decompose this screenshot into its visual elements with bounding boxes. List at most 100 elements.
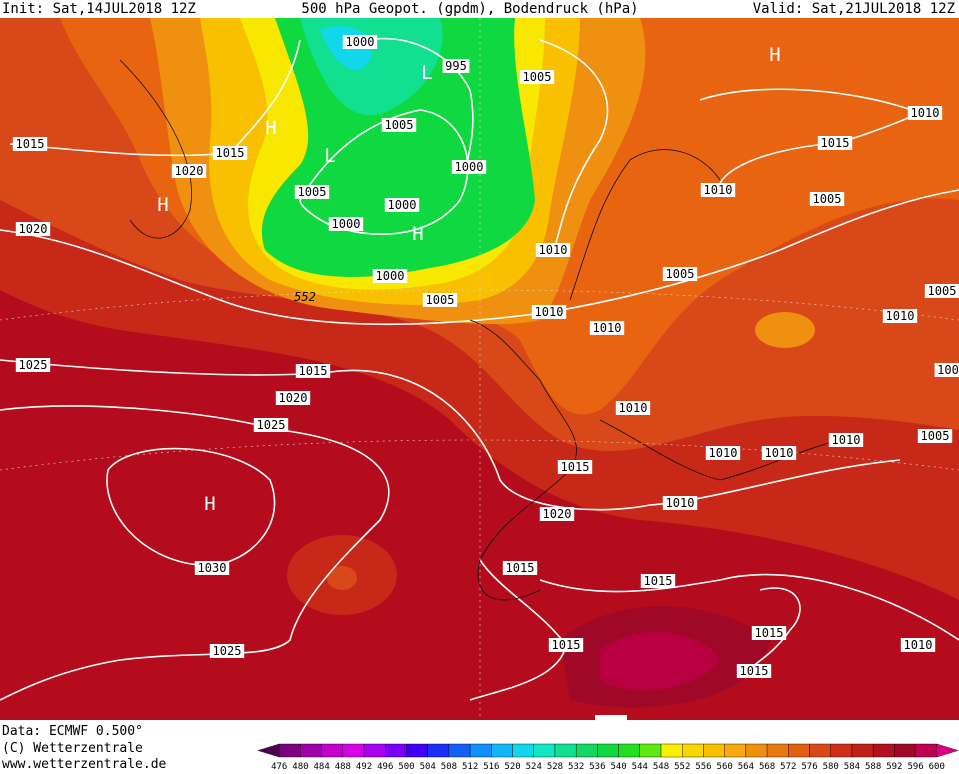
- isobar-label-box: [209, 644, 245, 658]
- isobar: [539, 573, 959, 641]
- colorbar-segment: [660, 743, 683, 758]
- colorbar-segment: [894, 743, 916, 758]
- isobar-label-box: [531, 305, 567, 319]
- isobar-label-box: [372, 269, 408, 283]
- isobar: [359, 37, 474, 168]
- lat-line: [0, 439, 959, 471]
- colorbar-label: 584: [844, 762, 860, 770]
- colorbar-segment: [830, 743, 853, 758]
- warm-spot-core: [327, 566, 357, 590]
- map-labels: 1000 995 1005 1005 1015 1020 1015 1000 1005 1000 1…: [12, 35, 959, 678]
- isobar-label-box: [275, 391, 311, 405]
- isobar-label-box: [934, 363, 959, 377]
- isobar: [0, 359, 901, 511]
- colorbar-segment: [554, 743, 577, 758]
- isobar-label-box: [907, 106, 943, 120]
- colorbar-label: 540: [610, 762, 626, 770]
- colorbar-segment: [872, 743, 895, 758]
- colorbar-label: 524: [526, 762, 542, 770]
- colorbar-segment: [406, 743, 428, 758]
- footer-data: Data: ECMWF 0.500°: [2, 724, 143, 739]
- isobar-label: 1005: [666, 267, 695, 281]
- colorbar-segment: [469, 743, 492, 758]
- colorbar-segment: [788, 743, 810, 758]
- map-area: 1000 995 1005 1005 1015 1020 1015 1000 1005 1000 1…: [0, 18, 959, 720]
- isobar: [106, 447, 276, 567]
- isobar-label: 1010: [704, 183, 733, 197]
- isobar-label: 1015: [821, 136, 850, 150]
- isobar-label-box: [15, 222, 51, 236]
- isobar-label: 1010: [904, 638, 933, 652]
- isobar-label-box: [809, 192, 845, 206]
- pressure-center: H: [769, 44, 780, 66]
- isobar-label-box: [900, 638, 936, 652]
- pressure-center: L: [421, 62, 432, 84]
- colorbar-label: 484: [314, 762, 330, 770]
- isobar-label-box: [828, 433, 864, 447]
- colorbar-label: 512: [462, 762, 478, 770]
- isobar-label: 1005: [813, 192, 842, 206]
- isobar-label: 1020: [175, 164, 204, 178]
- isobar-label-box: [924, 284, 959, 298]
- isobar-label-box: [451, 160, 487, 174]
- isobar-label: 1005: [523, 70, 552, 84]
- colorbar-label: 564: [738, 762, 754, 770]
- colorbar-segment: [936, 743, 959, 758]
- isobar-label: 1000: [455, 160, 484, 174]
- isobar-label: 100: [937, 363, 959, 377]
- isobar-label: 1005: [426, 293, 455, 307]
- isobar-label: 552: [294, 290, 316, 304]
- grid-dots: [0, 18, 959, 720]
- colorbar-label: 536: [589, 762, 605, 770]
- isobar-label: 1010: [539, 243, 568, 257]
- colorbar-segment: [597, 743, 619, 758]
- isobar-label-box: [589, 321, 625, 335]
- isobar-label-box: [442, 59, 470, 73]
- colorbar-label: 548: [653, 762, 669, 770]
- colorbar-label: 592: [886, 762, 902, 770]
- colorbar-segment: [363, 743, 386, 758]
- isobar-label-box: [705, 446, 741, 460]
- colorbar-label: 476: [271, 762, 287, 770]
- footer-copyright: (C) Wetterzentrale: [2, 741, 143, 756]
- colorbar-segment: [385, 743, 407, 758]
- colorbar-label: 600: [929, 762, 945, 770]
- isobar-label: 1030: [198, 561, 227, 575]
- isobar-label-box: [761, 446, 797, 460]
- isobar-label-box: [615, 401, 651, 415]
- colorbar-label: 556: [695, 762, 711, 770]
- isobar-label: 1010: [911, 106, 940, 120]
- isobar-label-box: [294, 185, 330, 199]
- colorbar-segment: [618, 743, 641, 758]
- isobar-label: 1010: [709, 446, 738, 460]
- isobar-label-box: [882, 309, 918, 323]
- isobar-label: 1010: [619, 401, 648, 415]
- isobar: [0, 405, 390, 701]
- valid-time: Valid: Sat,21JUL2018 12Z: [753, 1, 955, 17]
- colorbar-segment: [703, 743, 725, 758]
- isobar-label: 1020: [19, 222, 48, 236]
- isobar-label-box: [557, 460, 593, 474]
- isobar-label: 1005: [385, 118, 414, 132]
- isobar-label: 1025: [213, 644, 242, 658]
- colorbar-segment: [809, 743, 831, 758]
- colorbar-label: 504: [420, 762, 436, 770]
- isobar-label: 1010: [666, 496, 695, 510]
- colorbar-segment: [279, 743, 301, 758]
- isobar-label: 1015: [216, 146, 245, 160]
- colorbar-label: 588: [865, 762, 881, 770]
- isobar-label: 1010: [765, 446, 794, 460]
- colorbar-segment: [342, 743, 365, 758]
- isobar-label: 1005: [921, 429, 950, 443]
- isobar-label-box: [548, 638, 584, 652]
- isobar-label: 995: [445, 59, 467, 73]
- colorbar-label: 596: [907, 762, 923, 770]
- isobar-label-box: [640, 574, 676, 588]
- isobar-label-box: [12, 137, 48, 151]
- map-edge-mark: [595, 715, 627, 720]
- isobar-label: 1000: [346, 35, 375, 49]
- lat-line: [0, 289, 959, 321]
- colorbar-label: 544: [632, 762, 648, 770]
- colorbar-label: 560: [717, 762, 733, 770]
